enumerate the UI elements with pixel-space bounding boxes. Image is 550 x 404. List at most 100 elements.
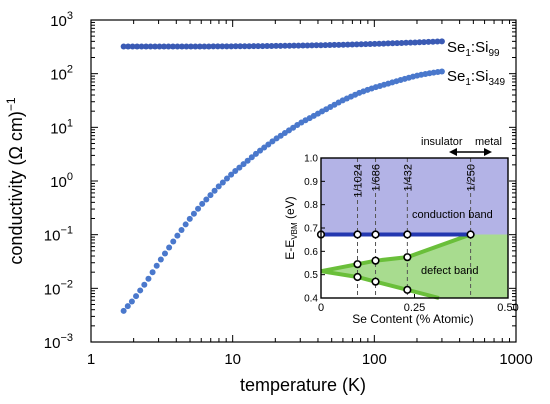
series-se1-si349-point [257,147,264,154]
main-y-axis-label-text: conductivity (Ω cm) [6,111,26,264]
series-se1-si349-point [174,232,181,239]
series-se1-si349-point [178,227,185,234]
series-se1-si99-point [214,43,221,50]
guide-label: 1/250 [466,164,478,192]
inset-marker [371,256,380,265]
inset-insulator-label: insulator [421,136,463,148]
inset-defect-label: defect band [421,265,479,277]
series-se1-si99-point [210,43,217,50]
inset-y-label-unit: (eV) [283,196,297,222]
series-se1-si349-point [166,244,173,251]
series-se1-si349-point [252,150,259,157]
series-se1-si349-point [244,157,251,164]
series-se1-si99-point [429,38,436,45]
inset-axis-ticks [320,157,509,299]
series-se1-si99-point [246,43,253,50]
inset-band-chart: 0.40.50.60.70.80.91.0 0 0.25 0.50 1/1024 1/… [283,135,519,326]
inset-guide-lines [357,158,472,298]
series-se1-si349-point [124,303,131,310]
series-se1-si99-point [322,42,329,49]
inset-guide-labels: 1/1024 1/686 1/432 1/250 [353,164,478,198]
series-se1-si99-point [317,42,324,49]
inset-y-tick-label: 0.9 [304,177,318,188]
series-se1-si99-point [277,42,284,49]
series-label-se1-si99: Se1:Si99 [447,39,500,59]
inset-x-tick-labels: 0 0.25 0.50 [318,302,519,314]
series-se1-si99-point [205,43,212,50]
series-se1-si99-point [232,43,239,50]
guide-label: 1/432 [402,164,414,192]
series-se1-si99-point [187,43,194,50]
series-se1-si99-point [349,41,356,48]
y-tick-base: 10 [50,120,67,137]
series-se1-si349-point [248,154,255,161]
series-se1-si99-point [120,43,127,50]
series-se1-si99-point [228,43,235,50]
series-label-se1-si349-mid: :Si [471,68,489,85]
series-se1-si349-point [232,168,239,175]
inset-y-tick-label: 0.6 [304,247,318,258]
series-se1-si99-point [299,42,306,49]
y-tick-exponent: 2 [67,64,73,76]
series-label-se1-si99-sub1: 1 [465,48,471,59]
y-tick-label: 103 [50,10,73,30]
inset-y-axis-label: E-EVBM (eV) [283,196,299,259]
series-se1-si99-point [169,43,176,50]
series-se1-si99-point [344,41,351,48]
series-se1-si349-point [157,256,164,263]
series-se1-si99-point [412,39,419,46]
series-se1-si99 [120,38,445,50]
series-se1-si99-point [134,43,141,50]
x-tick-label: 1000 [499,351,532,368]
series-se1-si99-point [367,40,374,47]
series-se1-si99-point [331,41,338,48]
series-se1-si99-point [125,43,132,50]
conduction-band-fill [321,158,508,235]
series-se1-si349-point [190,210,197,217]
series-se1-si349-point [438,68,445,75]
series-se1-si99-point [273,42,280,49]
series-se1-si349-point [186,215,193,222]
series-se1-si349 [120,68,445,314]
series-se1-si349-point [170,238,177,245]
series-se1-si99-point [434,38,441,45]
series-se1-si349-point [240,161,247,168]
series-se1-si349-point [228,171,235,178]
y-tick-exponent: 1 [67,117,73,129]
series-se1-si349-point [207,192,214,199]
inset-y-tick-label: 1.0 [304,154,318,165]
inset-marker [403,285,412,294]
series-se1-si349-point [153,262,160,269]
series-se1-si349-point [269,138,276,145]
series-se1-si99-point [183,43,190,50]
series-se1-si99-point [438,38,445,45]
series-se1-si349-point [141,281,148,288]
series-se1-si349-point [182,221,189,228]
inset-marker [353,272,362,282]
series-label-se1-si349-sub2: 349 [488,77,505,88]
y-tick-base: 10 [50,174,67,191]
main-y-axis-label: conductivity (Ω cm)−1 [4,97,26,264]
series-se1-si349-point [265,141,272,148]
inset-y-tick-labels: 0.4 0.5 0.6 0.7 0.8 0.9 1.0 [304,154,318,305]
series-se1-si99-point [165,43,172,50]
inset-cb-label: conduction band [412,209,493,221]
inset-marker [371,230,380,239]
series-label-se1-si99-main: Se [447,39,465,56]
inset-y-tick-label: 0.4 [304,294,318,305]
series-se1-si99-point [286,42,293,49]
series-se1-si349-point [149,269,156,276]
series-se1-si99-point [259,43,266,50]
x-tick-label: 100 [362,351,387,368]
series-se1-si349-point [195,205,202,212]
series-se1-si99-point [290,42,297,49]
series-se1-si99-point [398,39,405,46]
series-se1-si349-point [211,187,218,194]
inset-y-label-main: E-E [283,240,297,260]
series-se1-si349-point [261,144,268,151]
series-se1-si99-point [196,43,203,50]
series-se1-si99-point [420,39,427,46]
series-se1-si99-point [380,40,387,47]
